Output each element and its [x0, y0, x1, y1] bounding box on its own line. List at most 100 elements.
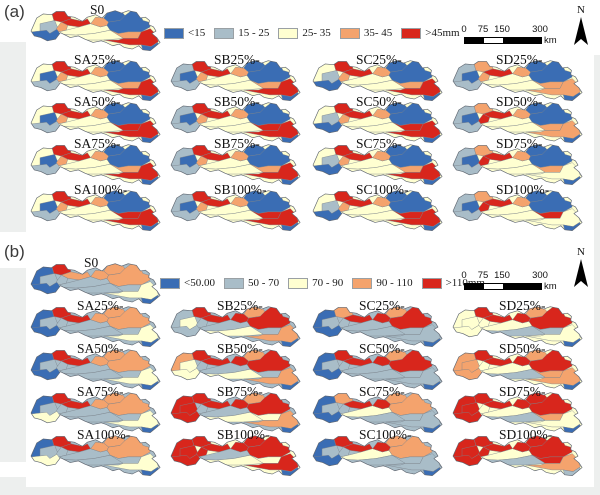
basin-map-sc50: SC50%-: [310, 341, 452, 399]
map-label: SC25%-: [356, 52, 402, 67]
map-label: SB50%-: [214, 94, 260, 109]
legend-swatch: [223, 277, 244, 289]
map-label: SD50%-: [499, 341, 546, 356]
scale-tick-label: 0: [461, 24, 467, 35]
panel-b-label: (b): [4, 242, 25, 261]
map-label: SC75%-: [359, 384, 405, 399]
legend-swatch: [401, 27, 422, 39]
basin-map-s0: S0: [28, 255, 170, 313]
page-margin-left-bottom: [0, 477, 26, 488]
legend-item: >45mm: [401, 27, 460, 39]
basin-map-sb25: SB25%-: [168, 52, 310, 110]
page-margin-bottom: [0, 487, 600, 495]
map-label: SC25%-: [359, 298, 405, 313]
map-label: SA75%-: [77, 384, 124, 399]
map-label: SB75%-: [214, 136, 260, 151]
map-label: SC50%-: [359, 341, 405, 356]
legend-b: <50.00 50 - 70 70 - 90 90 - 110 >110mm: [160, 277, 485, 289]
basin-map-sd75: SD75%-: [450, 136, 592, 194]
scale-tick-label: 75: [477, 270, 489, 281]
north-arrow-a: N: [570, 5, 592, 51]
page-margin-left-top: [0, 42, 26, 232]
scale-bar-unit: km: [544, 281, 557, 292]
panel-a-label: (a): [4, 2, 25, 21]
map-label: SD100%-: [499, 427, 553, 442]
legend-label: <15: [188, 27, 206, 39]
basin-map-sa50: SA50%-: [28, 94, 170, 152]
map-label: SC100%-: [359, 427, 412, 442]
basin-map-sd100: SD100%-: [450, 427, 592, 485]
map-label: SA25%-: [74, 52, 121, 67]
map-label: SD25%-: [499, 298, 546, 313]
basin-map-sa25: SA25%-: [28, 298, 170, 356]
map-label: SA100%-: [74, 182, 128, 197]
panel-b: (b) <50.00 50 - 70 70 - 90 90 - 110 >110mm 0…: [0, 237, 600, 495]
map-label: SA50%-: [74, 94, 121, 109]
map-label: SA100%-: [77, 427, 131, 442]
basin-map-sa75: SA75%-: [28, 136, 170, 194]
basin-map-sc50: SC50%-: [310, 94, 452, 152]
basin-map-sa25: SA25%-: [28, 52, 170, 110]
legend-item: <15: [164, 27, 205, 39]
legend-label: 90 - 110: [376, 277, 413, 289]
map-label: SD100%-: [496, 182, 550, 197]
map-label: SD25%-: [496, 52, 543, 67]
legend-item: 50 - 70: [223, 277, 280, 289]
legend-label: 15 - 25: [238, 27, 270, 39]
legend-swatch: [214, 27, 235, 39]
basin-map-sd25: SD25%-: [450, 52, 592, 110]
map-label: S0: [84, 255, 99, 270]
basin-map-sb25: SB25%-: [168, 298, 310, 356]
scale-tick-label: 150: [494, 24, 510, 35]
scale-tick-label: 75: [477, 24, 489, 35]
basin-map-sa50: SA50%-: [28, 341, 170, 399]
basin-map-sc25: SC25%-: [310, 298, 452, 356]
map-label: SC50%-: [356, 94, 402, 109]
scale-tick-label: 150: [494, 270, 510, 281]
legend-swatch: [164, 27, 184, 39]
map-label: SB25%-: [214, 52, 260, 67]
legend-label: 70 - 90: [312, 277, 344, 289]
legend-swatch: [421, 277, 442, 289]
map-label: SB100%-: [214, 182, 267, 197]
basin-map-sb75: SB75%-: [168, 384, 310, 442]
basin-map-s0: S0: [28, 2, 170, 60]
basin-map-sc75: SC75%-: [310, 384, 452, 442]
scale-bar-unit: km: [544, 35, 557, 46]
basin-map-sa100: SA100%-: [28, 427, 170, 485]
basin-map-sa75: SA75%-: [28, 384, 170, 442]
north-label: N: [577, 246, 585, 258]
legend-item: <50.00: [160, 277, 215, 289]
legend-label: 50 - 70: [247, 277, 280, 289]
legend-swatch: [278, 27, 299, 39]
north-label: N: [577, 4, 585, 16]
map-label: SB100%-: [217, 427, 270, 442]
legend-label: 35- 45: [363, 27, 393, 39]
legend-swatch: [352, 277, 373, 289]
basin-map-sd50: SD50%-: [450, 94, 592, 152]
legend-a: <15 15 - 25 25- 35 35- 45 >45mm: [164, 27, 460, 39]
basin-map-sc25: SC25%-: [310, 52, 452, 110]
map-label: SB25%-: [217, 298, 263, 313]
map-label: SB50%-: [217, 341, 263, 356]
legend-label: <50.00: [184, 277, 215, 289]
north-arrow-icon: [574, 259, 588, 287]
scale-bar-segments: [464, 37, 542, 44]
basin-map-sb100: SB100%-: [168, 427, 310, 485]
map-label: SD75%-: [496, 136, 543, 151]
panel-a: (a) <15 15 - 25 25- 35 35- 45 >45mm 0 75 150 30…: [0, 0, 600, 237]
legend-label: >45mm: [425, 27, 460, 39]
scale-tick-label: 300: [532, 24, 548, 35]
map-label: SC100%-: [356, 182, 409, 197]
basin-map-sd100: SD100%-: [450, 182, 592, 240]
scale-bar-ticks: 0 75 150 300: [461, 24, 574, 35]
scale-bar-a: 0 75 150 300 km: [461, 24, 574, 46]
legend-label: 25- 35: [302, 27, 331, 39]
legend-item: 70 - 90: [288, 277, 343, 289]
legend-swatch: [288, 277, 309, 289]
scale-bar-segments: [464, 283, 542, 290]
map-label: SD50%-: [496, 94, 543, 109]
basin-map-sc75: SC75%-: [310, 136, 452, 194]
basin-map-sb75: SB75%-: [168, 136, 310, 194]
